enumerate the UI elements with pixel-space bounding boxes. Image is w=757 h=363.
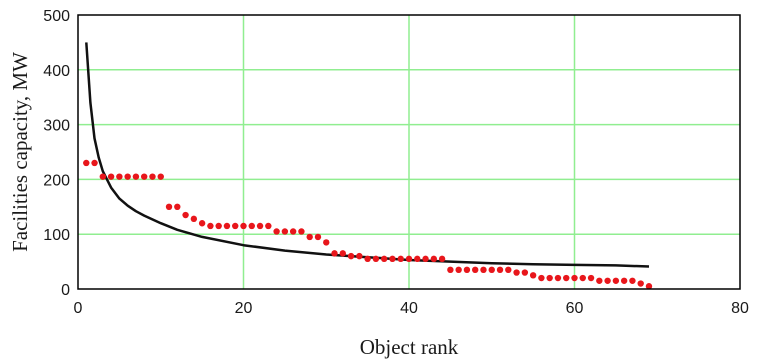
data-point [174, 203, 181, 210]
data-point [414, 255, 421, 263]
y-tick-label: 300 [43, 118, 70, 135]
data-point [157, 173, 164, 180]
y-tick-label: 400 [43, 63, 70, 80]
data-point [637, 280, 644, 287]
data-point [629, 277, 636, 284]
data-point [546, 274, 553, 282]
data-point [182, 211, 189, 219]
x-tick-labels: 0 20 40 60 80 [74, 300, 749, 317]
data-point [529, 272, 537, 279]
data-point [149, 173, 156, 180]
data-point [314, 233, 322, 241]
x-tick-label: 0 [74, 300, 83, 317]
data-point [505, 266, 512, 274]
y-tick-labels: 0 100 200 300 400 500 [43, 8, 70, 299]
data-point [488, 266, 495, 274]
data-point [298, 228, 305, 235]
data-point [380, 255, 388, 263]
data-point [223, 222, 231, 230]
data-point [596, 277, 603, 284]
data-point [480, 266, 487, 274]
data-point [405, 255, 413, 263]
data-point [604, 277, 611, 284]
data-point [91, 159, 98, 167]
y-tick-label: 200 [43, 172, 70, 189]
data-point [132, 173, 140, 180]
data-point [397, 255, 404, 263]
data-point [331, 250, 338, 257]
data-point [281, 228, 289, 235]
x-tick-label: 40 [400, 300, 418, 317]
data-point [265, 222, 272, 230]
y-tick-label: 0 [61, 282, 70, 299]
data-point [447, 266, 454, 274]
data-point [198, 220, 206, 227]
data-point [612, 277, 620, 284]
y-tick-label: 500 [43, 8, 70, 25]
x-axis-label: Object rank [360, 335, 459, 359]
data-point [364, 255, 371, 263]
data-point [463, 266, 471, 274]
data-point [521, 269, 529, 276]
capacity-curve-series [85, 42, 650, 268]
capacity-points-series [83, 159, 653, 290]
data-point [513, 269, 520, 276]
data-point [256, 222, 264, 230]
data-point [347, 252, 355, 260]
data-point [587, 274, 595, 282]
data-point [83, 159, 90, 167]
data-point [323, 239, 330, 246]
data-point [99, 173, 107, 180]
data-point [571, 274, 578, 282]
data-point [339, 250, 346, 257]
data-point [116, 173, 123, 180]
data-point [190, 215, 198, 223]
data-point [356, 252, 363, 260]
data-point [579, 274, 586, 282]
data-point [124, 173, 131, 180]
data-point [289, 228, 297, 235]
y-axis-label: Facilities capacity, MW [8, 52, 32, 252]
data-point [240, 222, 247, 230]
data-point [554, 274, 562, 282]
grid [78, 15, 740, 289]
data-point [107, 173, 115, 180]
x-tick-label: 20 [235, 300, 253, 317]
data-point [215, 222, 222, 230]
data-point [538, 274, 545, 282]
data-point [165, 203, 173, 210]
plot-frame [77, 14, 741, 290]
data-point [232, 222, 239, 230]
x-tick-label: 80 [731, 300, 749, 317]
data-point [273, 228, 280, 235]
data-point [430, 255, 438, 263]
data-point [438, 255, 446, 263]
data-point [645, 283, 653, 290]
capacity-curve [85, 42, 650, 268]
data-point [248, 222, 255, 230]
data-point [620, 277, 628, 284]
data-point [455, 266, 462, 274]
data-point [422, 255, 429, 263]
data-point [306, 233, 313, 241]
data-point [389, 255, 396, 263]
data-point [563, 274, 570, 282]
x-tick-label: 60 [566, 300, 584, 317]
y-tick-label: 100 [43, 227, 70, 244]
data-point [207, 222, 214, 230]
data-point [141, 173, 148, 180]
data-point [472, 266, 479, 274]
data-point [496, 266, 504, 274]
data-point [372, 255, 380, 263]
